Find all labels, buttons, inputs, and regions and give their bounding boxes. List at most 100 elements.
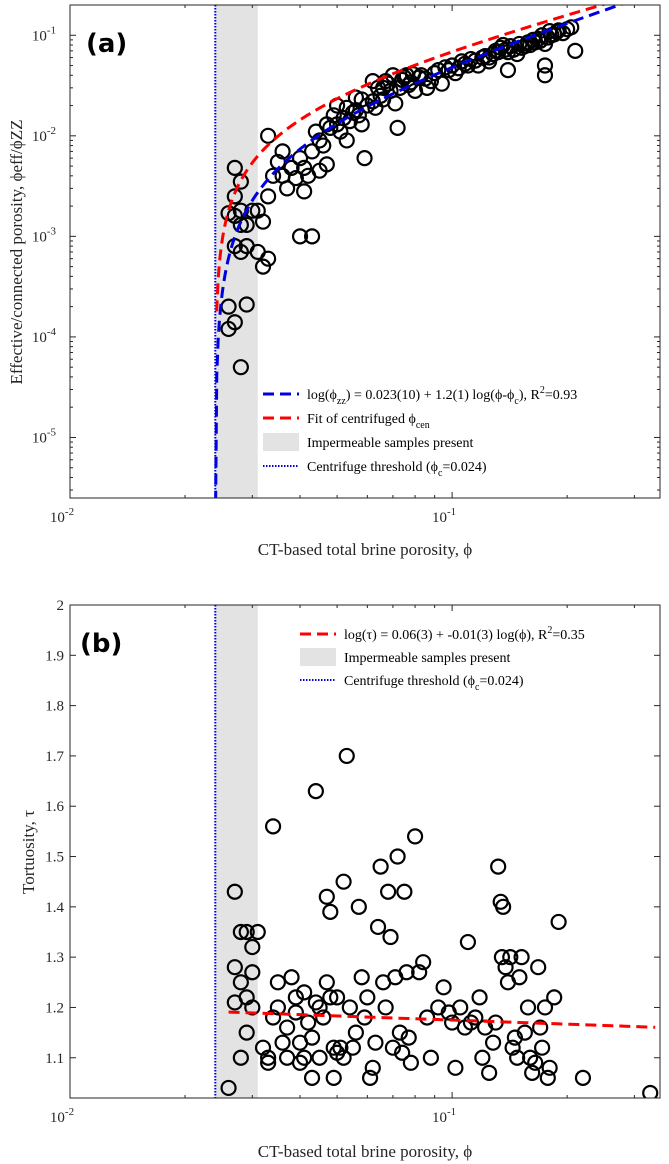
data-point: [232, 923, 249, 941]
y-tick-label: 1.1: [45, 1051, 64, 1067]
data-point: [291, 150, 309, 167]
y-tick-label: 2: [57, 598, 65, 614]
data-point: [481, 1064, 498, 1081]
data-point: [300, 1014, 317, 1031]
data-point: [238, 923, 255, 941]
data-point: [567, 42, 584, 59]
data-point: [364, 1059, 381, 1076]
data-point: [238, 1024, 255, 1041]
data-point: [254, 213, 272, 230]
data-point: [315, 137, 332, 154]
data-point: [260, 127, 277, 144]
data-point: [269, 999, 286, 1016]
panel-b-points-layer: [220, 747, 659, 1098]
data-point: [226, 314, 243, 331]
data-point: [226, 883, 243, 900]
data-point: [550, 913, 567, 931]
data-point: [490, 858, 507, 875]
data-point: [536, 999, 554, 1016]
data-point: [361, 1069, 379, 1086]
data-point: [389, 848, 406, 865]
y-tick-label: 10-4: [32, 326, 57, 346]
y-tick-label: 10-3: [32, 225, 57, 245]
data-point: [380, 883, 397, 900]
data-point: [318, 156, 335, 173]
data-point: [287, 169, 304, 187]
data-point: [530, 959, 547, 976]
panel-b-label: (b): [80, 629, 122, 659]
data-point: [264, 818, 282, 835]
panel-a-xlabel: CT-based total brine porosity, ϕ: [258, 540, 473, 559]
data-point: [356, 150, 373, 167]
y-tick-label: 1.4: [45, 900, 64, 916]
data-point: [249, 923, 266, 941]
y-tick-label: 1.2: [45, 1000, 64, 1016]
data-point: [311, 1049, 328, 1066]
data-point: [433, 75, 450, 92]
data-point: [232, 359, 249, 376]
x-tick-label: 10-1: [432, 506, 456, 526]
data-point: [372, 858, 389, 875]
data-point: [307, 783, 324, 800]
data-point: [287, 1004, 304, 1021]
data-point: [452, 999, 469, 1016]
data-point: [548, 23, 565, 41]
data-point: [499, 62, 517, 79]
data-point: [244, 999, 261, 1016]
data-point: [238, 296, 255, 313]
data-point: [260, 1054, 277, 1071]
data-point: [527, 1054, 544, 1071]
data-point: [335, 873, 352, 890]
y-tick-label: 10-1: [32, 24, 56, 44]
data-point: [513, 949, 530, 966]
data-point: [481, 53, 498, 70]
y-tick-label: 1.9: [45, 648, 64, 664]
panel-b-ylabel: Tortuosity, τ: [19, 810, 38, 894]
data-point: [502, 949, 519, 966]
data-point: [315, 1009, 332, 1026]
data-point: [384, 1039, 402, 1056]
data-point: [260, 1049, 277, 1066]
data-point: [394, 1044, 411, 1061]
legend-label: log(ϕzz) = 0.023(10) + 1.2(1) log(ϕ-ϕc),…: [307, 385, 577, 407]
legend-label: Centrifuge threshold (ϕc=0.024): [344, 674, 524, 693]
data-point: [322, 903, 339, 920]
data-point: [398, 964, 415, 981]
y-tick-label: 10-2: [32, 125, 56, 145]
fit-tortuosity-line: [228, 1010, 656, 1029]
panel-b-fits-layer: [228, 1010, 656, 1029]
y-tick-label: 1.7: [45, 749, 64, 765]
panel-a-ylabel: Effective/connected porosity, ϕeff/ϕZZ: [7, 120, 26, 385]
panel-b-legend: log(τ) = 0.06(3) + -0.01(3) log(ϕ), R2=0…: [300, 625, 585, 693]
data-point: [279, 180, 296, 197]
x-tick-label: 10-2: [50, 1106, 74, 1126]
data-point: [347, 1024, 364, 1041]
data-point: [296, 984, 313, 1001]
data-point: [303, 1069, 321, 1086]
panel-b-xlabel: CT-based total brine porosity, ϕ: [258, 1142, 473, 1161]
data-point: [400, 1029, 417, 1046]
data-point: [332, 1039, 349, 1056]
data-point: [325, 1069, 342, 1086]
legend-label: log(τ) = 0.06(3) + -0.01(3) log(ϕ), R2=0…: [344, 625, 585, 643]
data-point: [303, 228, 321, 245]
legend-swatch-band: [263, 433, 299, 451]
data-point: [435, 979, 452, 996]
data-point: [536, 67, 554, 84]
data-point: [264, 167, 282, 184]
data-point: [495, 898, 512, 915]
data-point: [353, 969, 370, 986]
panel-b-band-layer: [215, 605, 258, 1098]
data-point: [524, 1064, 541, 1081]
data-point: [484, 1034, 502, 1051]
data-point: [344, 1039, 361, 1056]
data-point: [232, 974, 249, 991]
data-point: [303, 1029, 321, 1046]
data-point: [447, 1059, 464, 1076]
data-point: [291, 1054, 309, 1071]
data-point: [322, 989, 339, 1006]
impermeable-band: [215, 605, 258, 1098]
data-point: [391, 1024, 408, 1041]
data-point: [519, 999, 537, 1016]
